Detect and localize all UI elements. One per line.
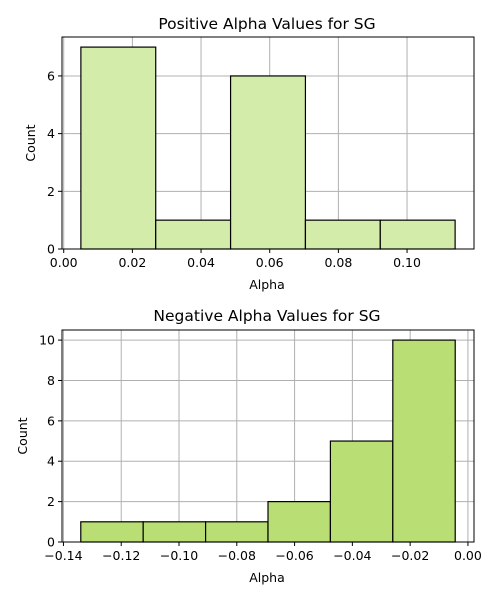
x-axis-ticks: 0.00 0.02 0.04 0.06 0.08 0.10	[50, 249, 421, 270]
y-axis-ticks: 0 2 4 6	[47, 68, 62, 257]
histogram-bar	[155, 219, 232, 250]
bars	[80, 339, 456, 543]
negative-alpha-histogram: Negative Alpha Values for SG −0.14 −0.12−…	[15, 307, 482, 585]
x-tick-label: 0.04	[187, 255, 215, 270]
histogram-bar	[80, 46, 157, 250]
x-tick-label: −0.06	[275, 548, 313, 563]
y-axis-ticks: 0 2 4 6 8 10	[39, 333, 62, 550]
y-tick-label: 10	[39, 333, 55, 348]
x-tick-label: 0.10	[393, 255, 421, 270]
bars	[80, 46, 456, 250]
chart-title: Negative Alpha Values for SG	[153, 307, 380, 325]
y-tick-label: 4	[47, 126, 55, 141]
x-tick-label: −0.08	[218, 548, 256, 563]
y-tick-label: 0	[47, 535, 55, 550]
plot-frame	[61, 36, 475, 250]
histogram-bar	[80, 521, 144, 543]
histogram-bar	[392, 339, 456, 543]
x-tick-label: −0.14	[44, 548, 82, 563]
histogram-bar	[267, 501, 332, 543]
x-tick-label: 0.06	[256, 255, 284, 270]
x-tick-label: 0.00	[50, 255, 78, 270]
x-tick-label: 0.02	[118, 255, 146, 270]
positive-alpha-histogram: Positive Alpha Values for SG 0.00 0.02 0.0…	[23, 15, 475, 292]
histogram-bar	[379, 219, 456, 250]
y-tick-label: 2	[47, 494, 55, 509]
x-tick-label: −0.04	[333, 548, 371, 563]
x-tick-label: −0.02	[391, 548, 429, 563]
x-axis-label: Alpha	[249, 277, 285, 292]
x-tick-label: −0.12	[102, 548, 140, 563]
y-tick-label: 0	[47, 242, 55, 257]
histogram-bar	[329, 440, 394, 543]
histogram-bar	[229, 75, 307, 250]
x-axis-label: Alpha	[249, 570, 285, 585]
y-tick-label: 2	[47, 184, 55, 199]
plot-frame	[61, 329, 475, 543]
y-axis-label: Count	[15, 417, 30, 454]
y-tick-label: 6	[47, 68, 55, 83]
histogram-bar	[204, 521, 269, 543]
y-tick-label: 6	[47, 413, 55, 428]
x-tick-label: 0.00	[454, 548, 482, 563]
chart-title: Positive Alpha Values for SG	[158, 15, 375, 33]
x-tick-label: 0.08	[324, 255, 352, 270]
y-tick-label: 8	[47, 373, 55, 388]
y-tick-label: 4	[47, 454, 55, 469]
histogram-bar	[142, 521, 207, 543]
histogram-bar	[304, 219, 381, 250]
y-axis-label: Count	[23, 124, 38, 161]
x-tick-label: −0.10	[160, 548, 198, 563]
x-axis-ticks: −0.14 −0.12 −0.10 −0.08 −0.06 −0.04 −0.02 0.00	[44, 542, 482, 563]
